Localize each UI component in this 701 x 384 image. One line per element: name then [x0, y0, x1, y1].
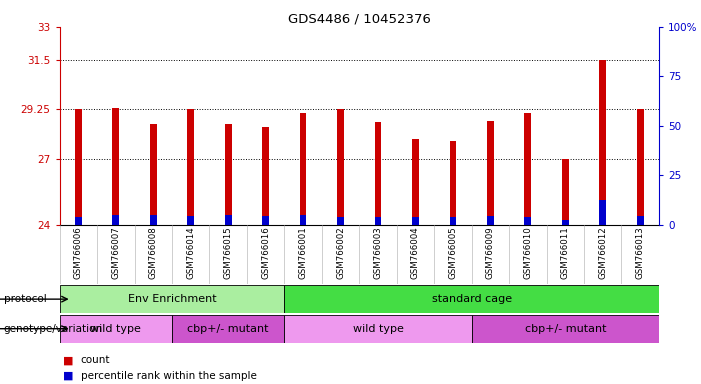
Text: ■: ■ — [63, 355, 74, 365]
Bar — [449, 217, 456, 225]
Bar — [112, 108, 119, 225]
Text: ■: ■ — [63, 371, 74, 381]
Bar — [337, 109, 344, 225]
Text: count: count — [81, 355, 110, 365]
Bar — [562, 220, 569, 225]
Bar — [285, 285, 659, 313]
Bar — [60, 315, 172, 343]
Bar — [524, 113, 531, 225]
Bar — [285, 315, 472, 343]
Text: protocol: protocol — [4, 294, 46, 304]
Bar — [562, 159, 569, 225]
Bar — [472, 315, 659, 343]
Bar — [412, 139, 418, 225]
Bar — [112, 215, 119, 225]
Bar — [412, 217, 418, 225]
Bar — [262, 216, 269, 225]
Bar — [300, 215, 306, 225]
Text: cbp+/- mutant: cbp+/- mutant — [187, 324, 269, 334]
Bar — [172, 315, 285, 343]
Bar — [187, 109, 194, 225]
Bar — [150, 215, 156, 225]
Bar — [449, 141, 456, 225]
Bar — [262, 127, 269, 225]
Text: Env Enrichment: Env Enrichment — [128, 294, 217, 304]
Bar — [60, 285, 285, 313]
Bar — [300, 113, 306, 225]
Bar — [374, 217, 381, 225]
Bar — [225, 124, 231, 225]
Bar — [487, 216, 494, 225]
Bar — [524, 217, 531, 225]
Bar — [374, 122, 381, 225]
Bar — [599, 200, 606, 225]
Bar — [150, 124, 156, 225]
Text: wild type: wild type — [353, 324, 404, 334]
Text: genotype/variation: genotype/variation — [4, 324, 102, 334]
Text: wild type: wild type — [90, 324, 141, 334]
Bar — [75, 217, 82, 225]
Bar — [637, 216, 644, 225]
Bar — [637, 109, 644, 225]
Bar — [487, 121, 494, 225]
Title: GDS4486 / 10452376: GDS4486 / 10452376 — [288, 13, 430, 26]
Bar — [225, 215, 231, 225]
Text: standard cage: standard cage — [432, 294, 512, 304]
Bar — [337, 217, 344, 225]
Bar — [75, 109, 82, 225]
Text: percentile rank within the sample: percentile rank within the sample — [81, 371, 257, 381]
Bar — [599, 60, 606, 225]
Bar — [187, 216, 194, 225]
Text: cbp+/- mutant: cbp+/- mutant — [524, 324, 606, 334]
